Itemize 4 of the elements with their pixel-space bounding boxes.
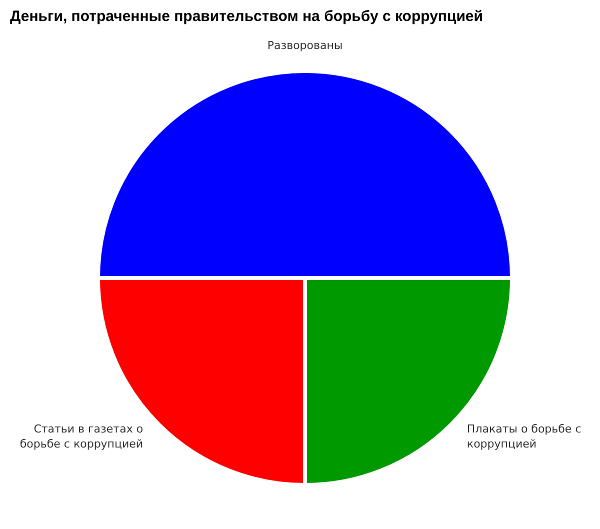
slice-label: Плакаты о борьбе с коррупцией [466,422,582,450]
slice-label: Статьи в газетах о борьбе с коррупцией [20,422,144,450]
chart-title: Деньги, потраченные правительством на борьбу с коррупцией [10,8,483,25]
slice-label: Разворованы [267,39,343,52]
